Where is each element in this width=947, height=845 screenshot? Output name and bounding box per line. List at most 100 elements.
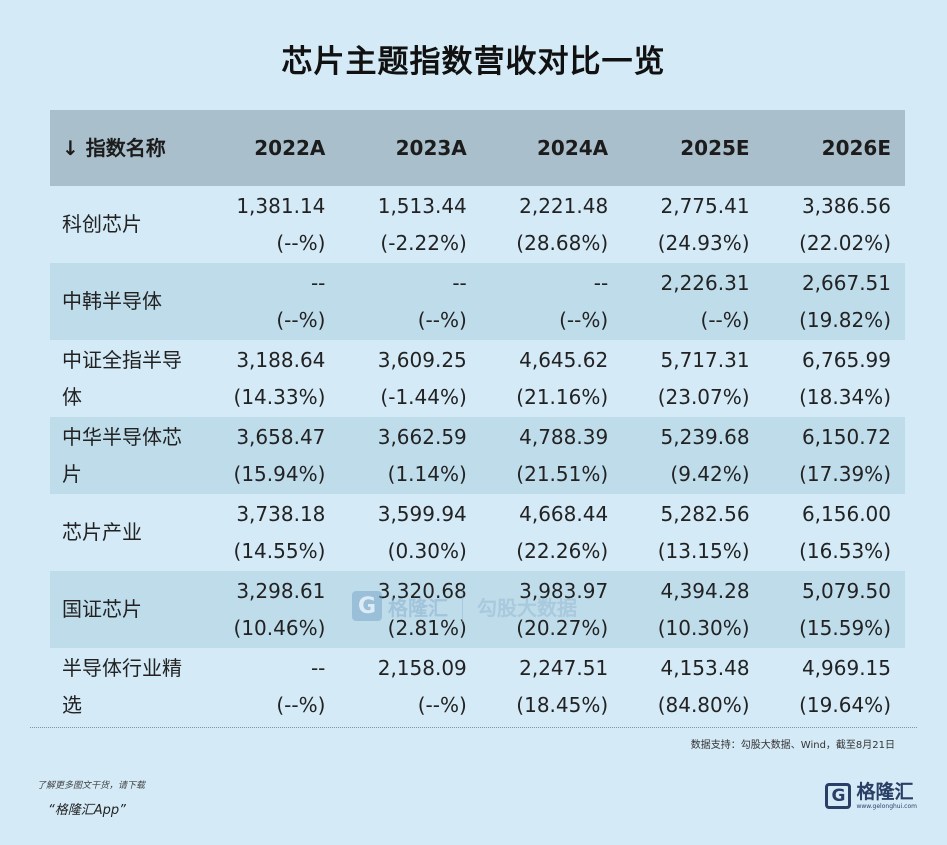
growth-rate: (1.14%) bbox=[387, 461, 467, 486]
revenue-value: 5,717.31 bbox=[660, 347, 750, 372]
value-cell: 3,658.47 (15.94%) bbox=[198, 417, 339, 494]
value-cell: 3,386.56 (22.02%) bbox=[764, 186, 905, 263]
value-cell: 3,298.61 (10.46%) bbox=[198, 571, 339, 648]
value-cell: 2,226.31 (--%) bbox=[622, 263, 763, 340]
value-cell: 6,150.72 (17.39%) bbox=[764, 417, 905, 494]
growth-rate: (19.82%) bbox=[799, 307, 891, 332]
revenue-value: 2,775.41 bbox=[660, 193, 750, 218]
value-cell: 5,717.31 (23.07%) bbox=[622, 340, 763, 417]
growth-rate: (--%) bbox=[417, 692, 467, 717]
growth-rate: (22.26%) bbox=[516, 538, 609, 563]
revenue-value: 6,150.72 bbox=[801, 424, 891, 449]
revenue-value: -- bbox=[310, 270, 326, 295]
table-row: 科创芯片 1,381.14 (--%) 1,513.44 (-2.22%) 2,221.4… bbox=[50, 186, 905, 263]
revenue-value: 5,079.50 bbox=[801, 578, 891, 603]
growth-rate: (22.02%) bbox=[799, 230, 891, 255]
value-cell: 4,788.39 (21.51%) bbox=[481, 417, 622, 494]
value-cell: 4,645.62 (21.16%) bbox=[481, 340, 622, 417]
growth-rate: (15.59%) bbox=[799, 615, 891, 640]
source-note: 数据支持：勾股大数据、Wind，截至8月21日 bbox=[690, 740, 895, 751]
index-name-cell: 中华半导体芯片 bbox=[62, 424, 182, 486]
year-header: 2023A bbox=[395, 136, 467, 160]
revenue-value: 1,513.44 bbox=[377, 193, 467, 218]
value-cell: 5,079.50 (15.59%) bbox=[764, 571, 905, 648]
value-cell: 3,983.97 (20.27%) bbox=[481, 571, 622, 648]
value-cell: 1,381.14 (--%) bbox=[198, 186, 339, 263]
divider bbox=[30, 727, 917, 728]
revenue-value: 3,188.64 bbox=[236, 347, 326, 372]
brand-logo-icon: G bbox=[825, 783, 852, 809]
value-cell: -- (--%) bbox=[481, 263, 622, 340]
revenue-value: 3,609.25 bbox=[377, 347, 467, 372]
growth-rate: (21.16%) bbox=[516, 384, 609, 409]
growth-rate: (9.42%) bbox=[670, 461, 750, 486]
revenue-value: 2,226.31 bbox=[660, 270, 750, 295]
brand-logo-text: 格隆汇 bbox=[856, 781, 914, 803]
revenue-value: 3,320.68 bbox=[377, 578, 467, 603]
value-cell: -- (--%) bbox=[198, 648, 339, 725]
revenue-value: 4,153.48 bbox=[660, 655, 750, 680]
revenue-value: 4,645.62 bbox=[519, 347, 609, 372]
revenue-value: 1,381.14 bbox=[236, 193, 326, 218]
value-cell: 6,765.99 (18.34%) bbox=[764, 340, 905, 417]
sort-index-name-header[interactable]: ↓ 指数名称 bbox=[62, 136, 166, 160]
value-cell: 4,668.44 (22.26%) bbox=[481, 494, 622, 571]
revenue-value: 2,667.51 bbox=[801, 270, 891, 295]
value-cell: 4,153.48 (84.80%) bbox=[622, 648, 763, 725]
value-cell: 4,394.28 (10.30%) bbox=[622, 571, 763, 648]
growth-rate: (--%) bbox=[700, 307, 750, 332]
revenue-value: 2,247.51 bbox=[519, 655, 609, 680]
index-name-cell: 半导体行业精选 bbox=[62, 655, 182, 717]
revenue-value: -- bbox=[593, 270, 609, 295]
growth-rate: (17.39%) bbox=[799, 461, 891, 486]
year-header: 2022A bbox=[254, 136, 326, 160]
revenue-value: 4,668.44 bbox=[519, 501, 609, 526]
download-hint: 了解更多图文干货，请下载 bbox=[37, 781, 146, 791]
growth-rate: (-1.44%) bbox=[380, 384, 467, 409]
value-cell: 2,247.51 (18.45%) bbox=[481, 648, 622, 725]
table-row: 中证全指半导体 3,188.64 (14.33%) 3,609.25 (-1.44%) 4… bbox=[50, 340, 905, 417]
revenue-value: 2,158.09 bbox=[377, 655, 467, 680]
growth-rate: (18.34%) bbox=[799, 384, 891, 409]
revenue-value: -- bbox=[452, 270, 467, 295]
growth-rate: (-2.22%) bbox=[380, 230, 467, 255]
value-cell: -- (--%) bbox=[339, 263, 480, 340]
value-cell: 3,609.25 (-1.44%) bbox=[339, 340, 480, 417]
value-cell: 2,775.41 (24.93%) bbox=[622, 186, 763, 263]
value-cell: -- (--%) bbox=[198, 263, 339, 340]
index-name-cell: 中韩半导体 bbox=[62, 289, 162, 313]
table-header-row: ↓ 指数名称 2022A 2023A 2024A 2025E 2026E bbox=[50, 110, 905, 186]
value-cell: 2,158.09 (--%) bbox=[339, 648, 480, 725]
table-row: 中华半导体芯片 3,658.47 (15.94%) 3,662.59 (1.14%) 4,… bbox=[50, 417, 905, 494]
table-row: 芯片产业 3,738.18 (14.55%) 3,599.94 (0.30%) 4,668… bbox=[50, 494, 905, 571]
growth-rate: (--%) bbox=[276, 692, 326, 717]
revenue-value: 3,386.56 bbox=[801, 193, 891, 218]
revenue-value: 3,662.59 bbox=[377, 424, 467, 449]
growth-rate: (19.64%) bbox=[799, 692, 891, 717]
brand-logo: G 格隆汇 www.gelonghui.com bbox=[825, 779, 917, 813]
revenue-value: 3,599.94 bbox=[377, 501, 467, 526]
value-cell: 2,221.48 (28.68%) bbox=[481, 186, 622, 263]
growth-rate: (13.15%) bbox=[657, 538, 750, 563]
growth-rate: (--%) bbox=[417, 307, 467, 332]
growth-rate: (14.55%) bbox=[233, 538, 326, 563]
growth-rate: (28.68%) bbox=[516, 230, 609, 255]
growth-rate: (2.81%) bbox=[387, 615, 467, 640]
revenue-value: 3,738.18 bbox=[236, 501, 326, 526]
value-cell: 6,156.00 (16.53%) bbox=[764, 494, 905, 571]
revenue-value: 2,221.48 bbox=[519, 193, 609, 218]
value-cell: 1,513.44 (-2.22%) bbox=[339, 186, 480, 263]
value-cell: 5,282.56 (13.15%) bbox=[622, 494, 763, 571]
app-name: “格隆汇App” bbox=[48, 803, 126, 818]
growth-rate: (--%) bbox=[559, 307, 609, 332]
revenue-value: 6,156.00 bbox=[801, 501, 891, 526]
growth-rate: (20.27%) bbox=[516, 615, 609, 640]
value-cell: 3,738.18 (14.55%) bbox=[198, 494, 339, 571]
growth-rate: (10.30%) bbox=[657, 615, 750, 640]
index-name-cell: 芯片产业 bbox=[62, 520, 142, 544]
index-name-cell: 科创芯片 bbox=[62, 212, 142, 236]
revenue-value: 3,983.97 bbox=[519, 578, 609, 603]
revenue-value: 4,394.28 bbox=[660, 578, 750, 603]
growth-rate: (84.80%) bbox=[657, 692, 750, 717]
revenue-value: -- bbox=[310, 655, 326, 680]
